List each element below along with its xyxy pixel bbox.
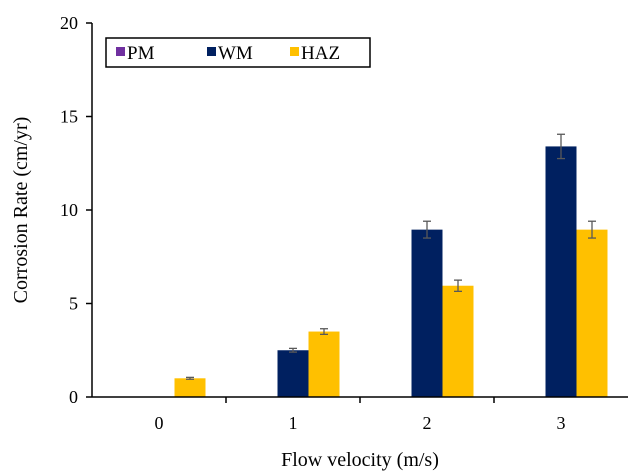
x-tick-label: 0 [155, 413, 164, 433]
bar-haz-0 [174, 378, 206, 397]
error-bar-wm-3 [557, 133, 565, 160]
y-tick-label: 20 [60, 13, 78, 33]
x-tick-label: 3 [557, 413, 566, 433]
legend: PM WM HAZ [105, 37, 371, 68]
legend-label-pm: PM [127, 43, 155, 64]
legend-label-wm: WM [218, 43, 253, 64]
error-bar-haz-0 [186, 376, 194, 380]
legend-swatch-pm [116, 47, 125, 56]
x-ticks: 0 1 2 3 [155, 397, 566, 433]
y-tick-label: 5 [69, 294, 78, 314]
bar-haz-1 [308, 331, 340, 397]
x-tick-label: 2 [423, 413, 432, 433]
bar-haz-3 [576, 229, 608, 397]
error-bar-haz-2 [454, 279, 462, 292]
plot-area: 0 5 10 15 20 0 1 2 3 [60, 13, 628, 433]
error-bars [186, 133, 596, 380]
y-ticks: 0 5 10 15 20 [60, 13, 92, 407]
legend-swatch-haz [290, 47, 299, 56]
error-bar-wm-1 [289, 347, 297, 353]
bars [174, 146, 608, 397]
y-axis-title: Corrosion Rate (cm/yr) [10, 117, 32, 304]
error-bar-haz-3 [588, 220, 596, 239]
y-tick-label: 10 [60, 200, 78, 220]
bar-wm-1 [277, 350, 309, 397]
error-bar-wm-2 [423, 220, 431, 239]
legend-box [105, 37, 371, 68]
legend-swatch-wm [207, 47, 216, 56]
bar-wm-3 [545, 146, 577, 397]
x-tick-label: 1 [289, 413, 298, 433]
error-bar-haz-1 [320, 328, 328, 336]
bar-haz-2 [442, 285, 474, 397]
legend-items: PM WM HAZ [116, 43, 340, 64]
y-tick-label: 15 [60, 107, 78, 127]
y-tick-label: 0 [69, 387, 78, 407]
x-axis-title: Flow velocity (m/s) [281, 449, 439, 471]
bar-wm-2 [411, 229, 443, 397]
legend-label-haz: HAZ [301, 43, 340, 64]
